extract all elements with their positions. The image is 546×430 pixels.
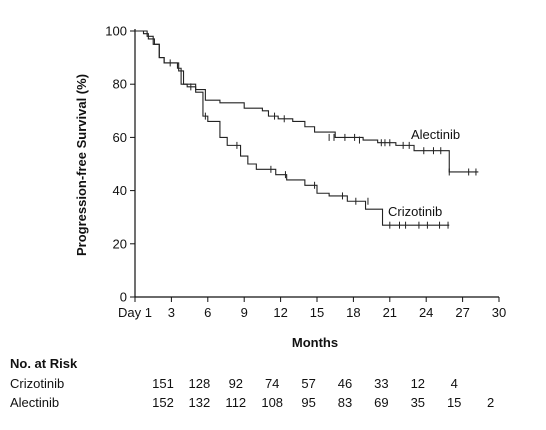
risk-value: 108 [261,395,284,410]
x-tick-label: 15 [310,305,324,320]
risk-row-label: Crizotinib [10,376,65,391]
risk-table: No. at Risk Crizotinib 151 128 92 74 57 46 33 1… [10,356,530,416]
series-label-alectinib: Alectinib [411,127,460,142]
risk-row-crizotinib: Crizotinib 151 128 92 74 57 46 33 12 4 [10,376,530,394]
risk-value: 95 [301,395,316,410]
risk-row-alectinib: Alectinib 152 132 112 108 95 83 69 35 15 2 [10,395,530,413]
y-tick-label: 80 [113,77,127,92]
x-tick-label: 21 [383,305,397,320]
curves: Alectinib Crizotinib [135,30,479,229]
y-tick-label: 0 [120,290,127,305]
risk-value: 151 [152,376,174,391]
survival-curve-crizotinib [135,30,450,226]
x-tick-label: 18 [346,305,360,320]
risk-value: 57 [301,376,316,391]
series-label-crizotinib: Crizotinib [388,204,442,219]
risk-value: 46 [337,376,353,391]
risk-row-label: Alectinib [10,395,60,410]
risk-value: 132 [188,395,211,410]
risk-value: 128 [188,376,211,391]
risk-value: 15 [446,395,462,410]
risk-table-title: No. at Risk [10,356,78,371]
x-tick-label: 30 [492,305,506,320]
risk-value: 74 [264,376,280,391]
risk-value: 69 [374,395,389,410]
pfs-chart: 0 20 40 60 80 100 Day 1 3 6 9 12 15 18 21 24 27 30 Alect… [74,24,506,351]
x-tick-label: 3 [168,305,175,320]
y-tick-label: 20 [113,236,127,251]
x-tick-label: Day 1 [118,305,152,320]
risk-value: 92 [228,376,244,391]
x-axis-title: Months [292,335,338,350]
risk-value: 4 [450,376,458,391]
x-tick-label: 24 [419,305,433,320]
y-tick-label: 100 [105,24,127,39]
risk-value: 12 [410,376,426,391]
y-axis-title: Progression-free Survival (%) [74,74,89,256]
risk-value: 152 [152,395,174,410]
axes: 0 20 40 60 80 100 Day 1 3 6 9 12 15 18 21 24 27 30 [105,24,506,321]
x-tick-label: 27 [455,305,469,320]
risk-value: 33 [374,376,389,391]
x-tick-label: 6 [204,305,211,320]
risk-value: 35 [410,395,426,410]
y-tick-label: 40 [113,183,127,198]
y-tick-label: 60 [113,130,127,145]
survival-curve-alectinib [135,30,479,173]
x-tick-label: 12 [273,305,287,320]
risk-value: 83 [337,395,353,410]
risk-value: 112 [225,395,247,410]
x-tick-label: 9 [241,305,248,320]
risk-value: 2 [486,395,495,410]
